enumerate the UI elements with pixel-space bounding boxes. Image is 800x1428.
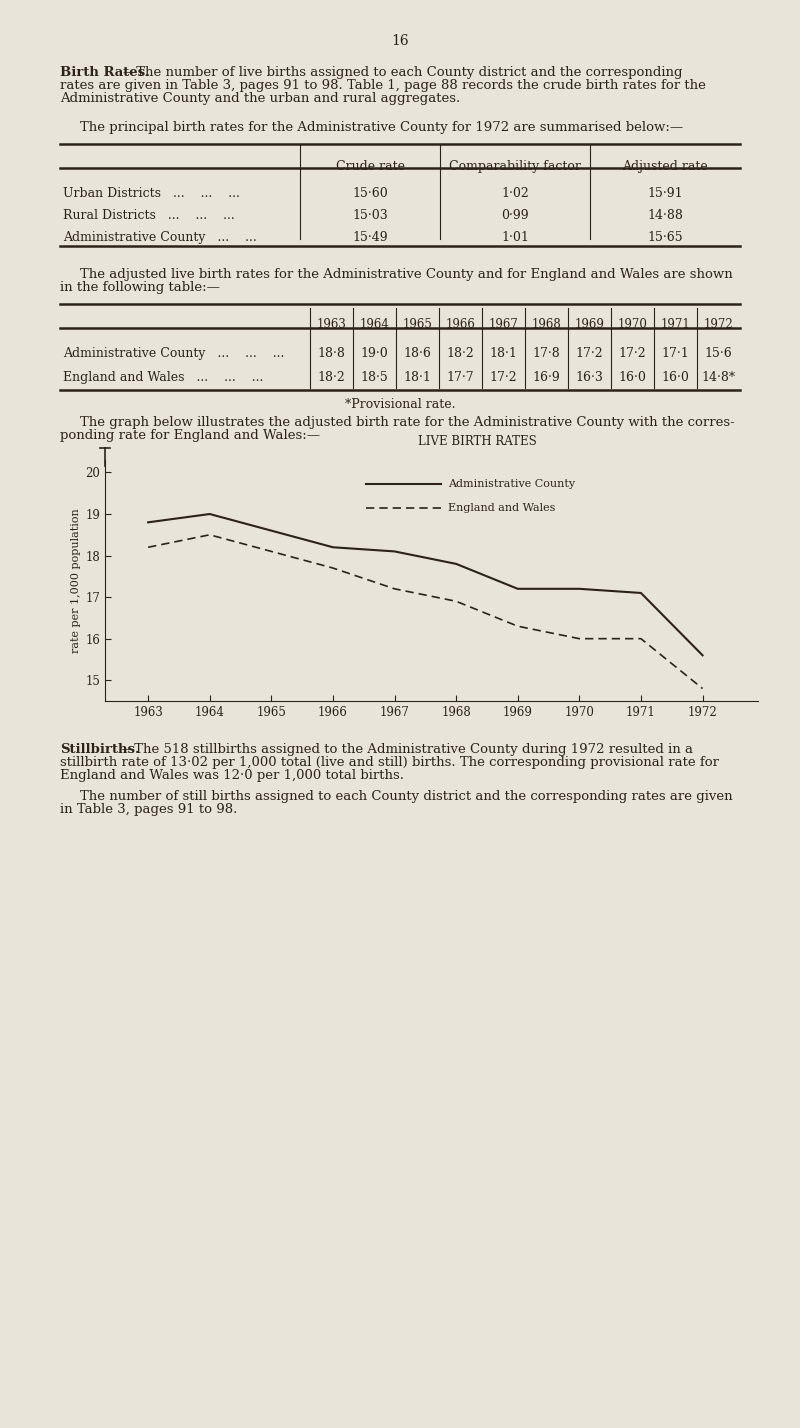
Text: Stillbirths.: Stillbirths. xyxy=(60,743,140,755)
Text: England and Wales   ...    ...    ...: England and Wales ... ... ... xyxy=(63,371,263,384)
Text: 1964: 1964 xyxy=(359,318,390,331)
Text: 1967: 1967 xyxy=(489,318,518,331)
Text: 1972: 1972 xyxy=(704,318,734,331)
Text: 15·65: 15·65 xyxy=(647,231,683,244)
Text: 15·91: 15·91 xyxy=(647,187,683,200)
Text: 1966: 1966 xyxy=(446,318,475,331)
Text: 14·8*: 14·8* xyxy=(702,371,735,384)
Text: 1963: 1963 xyxy=(317,318,346,331)
Text: Administrative County: Administrative County xyxy=(448,480,575,490)
Text: rates are given in Table 3, pages 91 to 98. Table 1, page 88 records the crude b: rates are given in Table 3, pages 91 to … xyxy=(60,79,706,91)
Text: Crude rate: Crude rate xyxy=(335,160,405,173)
Text: 1969: 1969 xyxy=(574,318,605,331)
Text: in the following table:—: in the following table:— xyxy=(60,281,220,294)
Text: 16·3: 16·3 xyxy=(575,371,603,384)
Text: Birth Rates.: Birth Rates. xyxy=(60,66,150,79)
Text: 14·88: 14·88 xyxy=(647,208,683,221)
Text: 18·2: 18·2 xyxy=(318,371,346,384)
Text: 17·2: 17·2 xyxy=(576,347,603,360)
Text: 1965: 1965 xyxy=(402,318,433,331)
Text: Administrative County   ...    ...    ...: Administrative County ... ... ... xyxy=(63,347,284,360)
Text: Administrative County and the urban and rural aggregates.: Administrative County and the urban and … xyxy=(60,91,460,106)
Text: 15·49: 15·49 xyxy=(352,231,388,244)
Text: The adjusted live birth rates for the Administrative County and for England and : The adjusted live birth rates for the Ad… xyxy=(80,268,733,281)
Text: 19·0: 19·0 xyxy=(361,347,388,360)
Text: 17·8: 17·8 xyxy=(533,347,560,360)
Text: 18·2: 18·2 xyxy=(446,347,474,360)
Text: 18·5: 18·5 xyxy=(361,371,388,384)
Text: The number of still births assigned to each County district and the correspondin: The number of still births assigned to e… xyxy=(80,790,733,803)
Text: 1971: 1971 xyxy=(661,318,690,331)
Text: LIVE BIRTH RATES: LIVE BIRTH RATES xyxy=(418,436,537,448)
Text: 16·0: 16·0 xyxy=(618,371,646,384)
Text: stillbirth rate of 13·02 per 1,000 total (live and still) births. The correspond: stillbirth rate of 13·02 per 1,000 total… xyxy=(60,755,719,770)
Text: 15·60: 15·60 xyxy=(352,187,388,200)
Text: The graph below illustrates the adjusted birth rate for the Administrative Count: The graph below illustrates the adjusted… xyxy=(80,416,734,428)
Text: 1968: 1968 xyxy=(532,318,562,331)
Text: 0·99: 0·99 xyxy=(501,208,529,221)
Text: —The number of live births assigned to each County district and the correspondin: —The number of live births assigned to e… xyxy=(123,66,682,79)
Text: 1970: 1970 xyxy=(618,318,647,331)
Text: Urban Districts   ...    ...    ...: Urban Districts ... ... ... xyxy=(63,187,240,200)
Text: Adjusted rate: Adjusted rate xyxy=(622,160,708,173)
Text: 16·0: 16·0 xyxy=(662,371,690,384)
Text: 16: 16 xyxy=(391,34,409,49)
Text: 18·8: 18·8 xyxy=(318,347,346,360)
Text: Administrative County   ...    ...: Administrative County ... ... xyxy=(63,231,257,244)
Text: —The 518 stillbirths assigned to the Administrative County during 1972 resulted : —The 518 stillbirths assigned to the Adm… xyxy=(121,743,693,755)
Text: 17·1: 17·1 xyxy=(662,347,690,360)
Text: 18·1: 18·1 xyxy=(403,371,431,384)
Text: 18·6: 18·6 xyxy=(403,347,431,360)
Text: 17·7: 17·7 xyxy=(446,371,474,384)
Text: England and Wales was 12·0 per 1,000 total births.: England and Wales was 12·0 per 1,000 tot… xyxy=(60,770,404,783)
Text: Rural Districts   ...    ...    ...: Rural Districts ... ... ... xyxy=(63,208,234,221)
Text: Comparability factor: Comparability factor xyxy=(449,160,581,173)
Text: 1·01: 1·01 xyxy=(501,231,529,244)
Text: England and Wales: England and Wales xyxy=(448,503,555,513)
Text: 16·9: 16·9 xyxy=(533,371,560,384)
Text: in Table 3, pages 91 to 98.: in Table 3, pages 91 to 98. xyxy=(60,803,238,815)
Text: 17·2: 17·2 xyxy=(490,371,518,384)
Text: ponding rate for England and Wales:—: ponding rate for England and Wales:— xyxy=(60,428,320,443)
Text: 17·2: 17·2 xyxy=(618,347,646,360)
Text: 1·02: 1·02 xyxy=(501,187,529,200)
Text: 15·03: 15·03 xyxy=(352,208,388,221)
Text: *Provisional rate.: *Provisional rate. xyxy=(345,398,455,411)
Text: 15·6: 15·6 xyxy=(705,347,732,360)
Text: 18·1: 18·1 xyxy=(490,347,518,360)
Y-axis label: rate per 1,000 population: rate per 1,000 population xyxy=(71,508,81,653)
Text: The principal birth rates for the Administrative County for 1972 are summarised : The principal birth rates for the Admini… xyxy=(80,121,683,134)
